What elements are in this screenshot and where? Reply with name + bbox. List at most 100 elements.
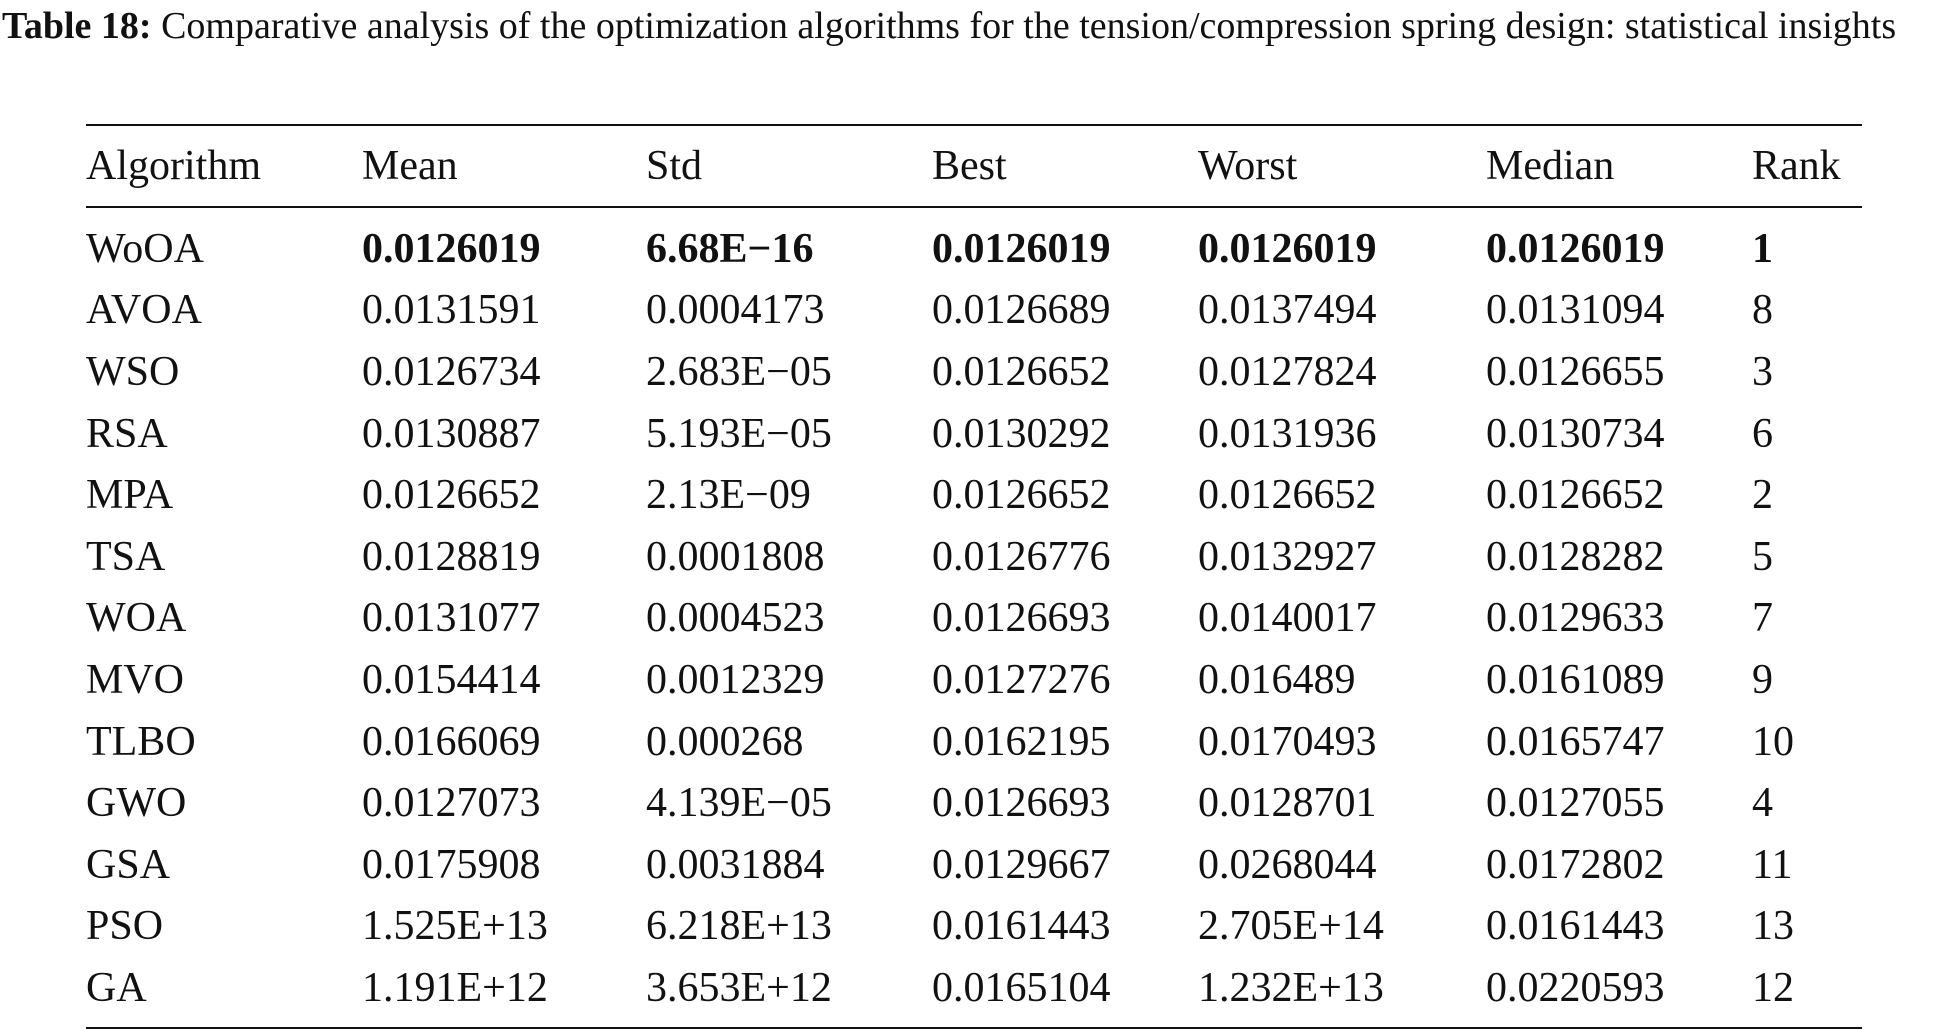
cell-std: 0.000268 bbox=[646, 718, 804, 765]
cell-algorithm: MPA bbox=[86, 472, 174, 519]
cell-std: 6.218E+13 bbox=[646, 903, 832, 950]
header-mean: Mean bbox=[362, 124, 646, 208]
table-row: TLBO 0.0166069 0.000268 0.0162195 0.0170… bbox=[86, 711, 1862, 773]
cell-worst: 2.705E+14 bbox=[1198, 903, 1384, 950]
cell-std: 0.0004523 bbox=[646, 595, 825, 642]
cell-std: 0.0012329 bbox=[646, 656, 825, 703]
cell-rank: 6 bbox=[1752, 410, 1773, 457]
cell-algorithm: WOA bbox=[86, 595, 187, 642]
cell-rank: 9 bbox=[1752, 656, 1773, 703]
cell-best: 0.0129667 bbox=[932, 841, 1111, 888]
cell-mean: 0.0175908 bbox=[362, 841, 541, 888]
cell-median: 0.0126652 bbox=[1486, 472, 1665, 519]
table-row: RSA 0.0130887 5.193E−05 0.0130292 0.0131… bbox=[86, 403, 1862, 465]
cell-best: 0.0162195 bbox=[932, 718, 1111, 765]
cell-median: 0.0220593 bbox=[1486, 957, 1752, 1029]
cell-algorithm: PSO bbox=[86, 903, 164, 950]
cell-algorithm: WSO bbox=[86, 348, 180, 395]
cell-rank: 11 bbox=[1752, 841, 1793, 888]
table-row: WSO 0.0126734 2.683E−05 0.0126652 0.0127… bbox=[86, 341, 1862, 403]
header-rank: Rank bbox=[1752, 124, 1862, 208]
cell-worst: 0.0126019 bbox=[1198, 225, 1377, 272]
cell-algorithm: AVOA bbox=[86, 287, 202, 334]
cell-std: 0.0031884 bbox=[646, 841, 825, 888]
caption-label: Table 18: bbox=[2, 5, 152, 47]
cell-rank: 13 bbox=[1752, 903, 1794, 950]
cell-best: 0.0126652 bbox=[932, 472, 1111, 519]
cell-worst: 0.0127824 bbox=[1198, 348, 1377, 395]
cell-best: 0.0126689 bbox=[932, 287, 1111, 334]
cell-rank: 5 bbox=[1752, 533, 1773, 580]
cell-algorithm: RSA bbox=[86, 410, 168, 457]
cell-mean: 0.0154414 bbox=[362, 656, 541, 703]
cell-worst: 0.0126652 bbox=[1198, 472, 1377, 519]
cell-median: 0.0128282 bbox=[1486, 533, 1665, 580]
cell-algorithm: GSA bbox=[86, 841, 171, 888]
cell-mean: 0.0126652 bbox=[362, 472, 541, 519]
cell-best: 0.0127276 bbox=[932, 656, 1111, 703]
cell-rank: 1 bbox=[1752, 225, 1773, 272]
header-best: Best bbox=[932, 124, 1198, 208]
table-row: TSA 0.0128819 0.0001808 0.0126776 0.0132… bbox=[86, 526, 1862, 588]
cell-worst: 0.0268044 bbox=[1198, 841, 1377, 888]
header-algorithm: Algorithm bbox=[86, 124, 362, 208]
cell-median: 0.0126655 bbox=[1486, 348, 1665, 395]
cell-mean: 0.0128819 bbox=[362, 533, 541, 580]
cell-std: 2.683E−05 bbox=[646, 348, 832, 395]
cell-best: 0.0165104 bbox=[932, 957, 1198, 1029]
results-table-container: Algorithm Mean Std Best Worst Median Ran… bbox=[86, 124, 1862, 1029]
cell-best: 0.0130292 bbox=[932, 410, 1111, 457]
cell-mean: 0.0130887 bbox=[362, 410, 541, 457]
header-median: Median bbox=[1486, 124, 1752, 208]
table-row: AVOA 0.0131591 0.0004173 0.0126689 0.013… bbox=[86, 280, 1862, 342]
table-header-row: Algorithm Mean Std Best Worst Median Ran… bbox=[86, 124, 1862, 208]
cell-worst: 0.0137494 bbox=[1198, 287, 1377, 334]
cell-best: 0.0161443 bbox=[932, 903, 1111, 950]
cell-best: 0.0126693 bbox=[932, 780, 1111, 827]
cell-algorithm: TSA bbox=[86, 533, 166, 580]
cell-std: 5.193E−05 bbox=[646, 410, 832, 457]
cell-std: 6.68E−16 bbox=[646, 225, 814, 272]
cell-median: 0.0172802 bbox=[1486, 841, 1665, 888]
cell-worst: 1.232E+13 bbox=[1198, 957, 1486, 1029]
cell-median: 0.0129633 bbox=[1486, 595, 1665, 642]
cell-mean: 0.0166069 bbox=[362, 718, 541, 765]
cell-rank: 3 bbox=[1752, 348, 1773, 395]
cell-std: 0.0001808 bbox=[646, 533, 825, 580]
cell-mean: 0.0126019 bbox=[362, 225, 541, 272]
cell-worst: 0.0131936 bbox=[1198, 410, 1377, 457]
cell-algorithm: MVO bbox=[86, 656, 185, 703]
cell-rank: 7 bbox=[1752, 595, 1773, 642]
cell-mean: 1.525E+13 bbox=[362, 903, 548, 950]
cell-algorithm: GWO bbox=[86, 780, 187, 827]
cell-rank: 10 bbox=[1752, 718, 1794, 765]
cell-mean: 0.0131077 bbox=[362, 595, 541, 642]
cell-median: 0.0131094 bbox=[1486, 287, 1665, 334]
cell-worst: 0.0170493 bbox=[1198, 718, 1377, 765]
cell-best: 0.0126652 bbox=[932, 348, 1111, 395]
cell-worst: 0.0140017 bbox=[1198, 595, 1377, 642]
cell-rank: 2 bbox=[1752, 472, 1773, 519]
header-std: Std bbox=[646, 124, 932, 208]
table-row: PSO 1.525E+13 6.218E+13 0.0161443 2.705E… bbox=[86, 896, 1862, 958]
results-table: Algorithm Mean Std Best Worst Median Ran… bbox=[86, 124, 1862, 1029]
table-row: WoOA 0.0126019 6.68E−16 0.0126019 0.0126… bbox=[86, 207, 1862, 280]
table-caption: Table 18: Comparative analysis of the op… bbox=[2, 0, 1947, 52]
cell-algorithm: TLBO bbox=[86, 718, 196, 765]
table-row: GSA 0.0175908 0.0031884 0.0129667 0.0268… bbox=[86, 834, 1862, 896]
cell-median: 0.0165747 bbox=[1486, 718, 1665, 765]
cell-std: 2.13E−09 bbox=[646, 472, 811, 519]
cell-rank: 4 bbox=[1752, 780, 1773, 827]
cell-median: 0.0127055 bbox=[1486, 780, 1665, 827]
table-row: GWO 0.0127073 4.139E−05 0.0126693 0.0128… bbox=[86, 772, 1862, 834]
cell-best: 0.0126019 bbox=[932, 225, 1111, 272]
cell-mean: 0.0126734 bbox=[362, 348, 541, 395]
cell-rank: 8 bbox=[1752, 287, 1773, 334]
cell-algorithm: WoOA bbox=[86, 225, 204, 272]
cell-rank: 12 bbox=[1752, 957, 1862, 1029]
table-row: MPA 0.0126652 2.13E−09 0.0126652 0.01266… bbox=[86, 464, 1862, 526]
cell-std: 3.653E+12 bbox=[646, 957, 932, 1029]
cell-mean: 0.0127073 bbox=[362, 780, 541, 827]
cell-worst: 0.016489 bbox=[1198, 656, 1356, 703]
cell-mean: 0.0131591 bbox=[362, 287, 541, 334]
